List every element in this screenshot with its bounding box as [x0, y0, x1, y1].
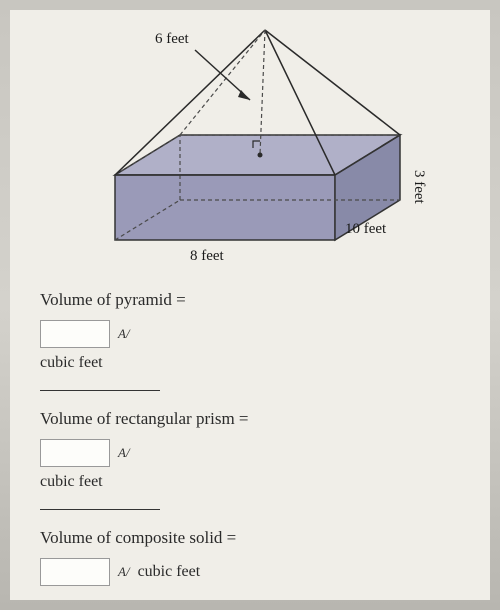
q3-unit: cubic feet [138, 563, 201, 581]
separator-1 [40, 390, 160, 391]
equation-tool-icon[interactable]: A/ [118, 326, 130, 342]
questions-section: Volume of pyramid = A/ cubic feet Volume… [10, 280, 490, 606]
q1-unit: cubic feet [40, 354, 460, 372]
question-composite-volume: Volume of composite solid = A/ cubic fee… [40, 528, 460, 586]
q2-input-row: A/ [40, 439, 460, 467]
question-prism-volume: Volume of rectangular prism = A/ cubic f… [40, 409, 460, 510]
prism-front-face [115, 175, 335, 240]
width-label: 10 feet [345, 221, 387, 237]
pyramid-base-center-dot [258, 153, 263, 158]
q1-label: Volume of pyramid = [40, 290, 460, 310]
pyramid-edge-4-hidden [180, 30, 265, 135]
length-label: 8 feet [190, 248, 225, 264]
q3-answer-input[interactable] [40, 558, 110, 586]
q2-unit: cubic feet [40, 473, 460, 491]
diagram-container: 6 feet 3 feet 10 feet 8 feet [10, 10, 490, 280]
equation-tool-icon[interactable]: A/ [118, 564, 130, 580]
height-label: 6 feet [155, 31, 190, 47]
content-area: 6 feet 3 feet 10 feet 8 feet Volume of p… [10, 10, 490, 600]
q3-label: Volume of composite solid = [40, 528, 460, 548]
q3-input-row: A/ cubic feet [40, 558, 460, 586]
depth-label: 3 feet [411, 170, 427, 205]
q2-label: Volume of rectangular prism = [40, 409, 460, 429]
q1-answer-input[interactable] [40, 320, 110, 348]
question-pyramid-volume: Volume of pyramid = A/ cubic feet [40, 290, 460, 391]
q1-input-row: A/ [40, 320, 460, 348]
pyramid-edge-3 [265, 30, 400, 135]
composite-solid-diagram: 6 feet 3 feet 10 feet 8 feet [70, 15, 430, 280]
equation-tool-icon[interactable]: A/ [118, 445, 130, 461]
separator-2 [40, 509, 160, 510]
q2-answer-input[interactable] [40, 439, 110, 467]
